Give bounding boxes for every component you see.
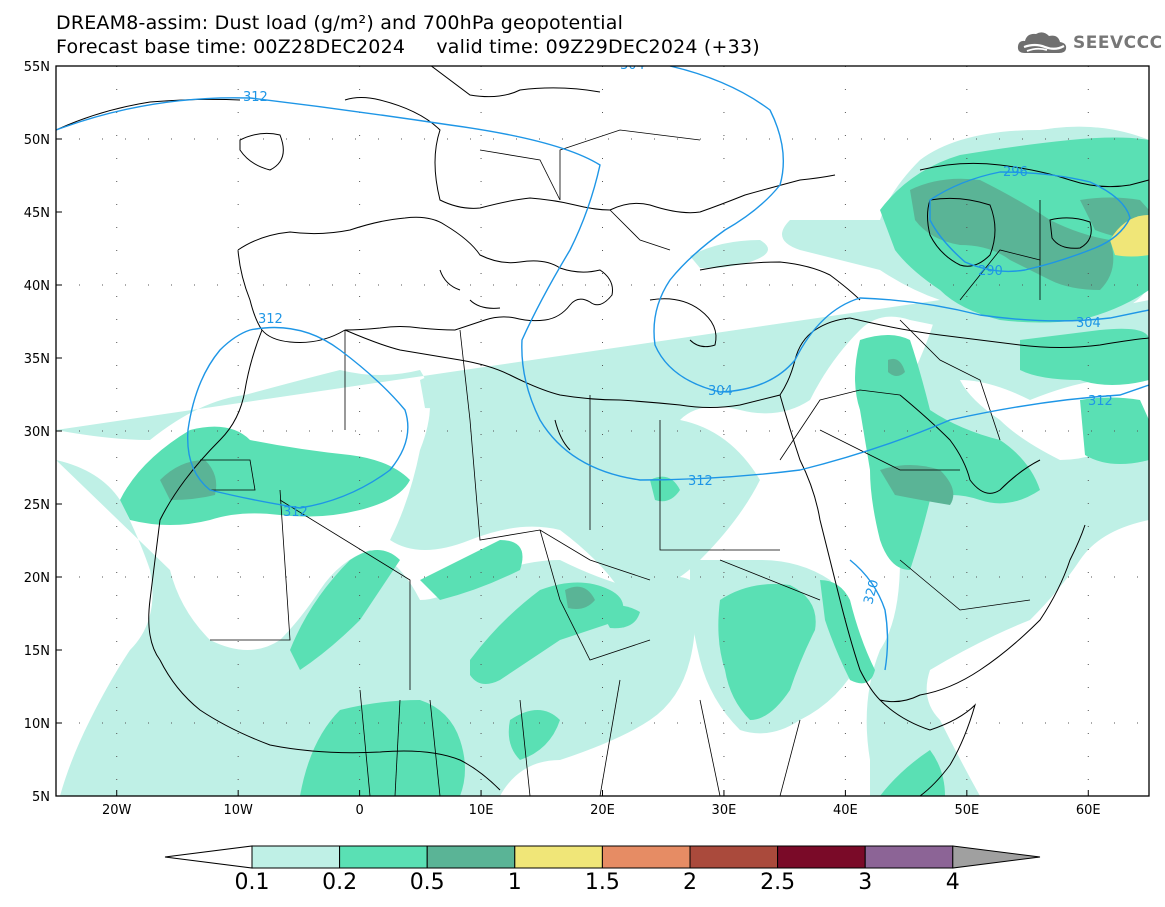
colorbar-label: 2 (683, 870, 697, 895)
lon-tick-label: 0 (355, 803, 363, 818)
lon-tick-label: 50E (954, 803, 979, 818)
country-borders (200, 129, 1041, 796)
lat-tick-label: 55N (24, 60, 50, 75)
colorbar-segment (426, 845, 516, 869)
colorbar-segment (601, 845, 691, 869)
contour-label: 304 (620, 58, 645, 73)
colorbar-segment (777, 845, 866, 869)
colorbar (164, 845, 1041, 869)
colorbar-label: 1 (507, 870, 522, 895)
lon-tick-label: 20E (590, 803, 615, 818)
colorbar-segment (689, 845, 779, 869)
colorbar-under-arrow (164, 845, 253, 869)
contour-label: 312 (243, 90, 268, 105)
map-title: DREAM8-assim: Dust load (g/m²) and 700hP… (56, 12, 624, 34)
colorbar-segment (864, 845, 954, 869)
lat-tick-label: 20N (24, 571, 50, 586)
colorbar-segment (339, 845, 428, 869)
colorbar-label: 3 (858, 870, 873, 895)
colorbar-label: 2.5 (760, 870, 796, 895)
lat-tick-label: 10N (24, 717, 50, 732)
colorbar-segment (514, 845, 603, 869)
lat-tick-label: 40N (24, 279, 50, 294)
latitude-labels: 55N 50N 45N 40N 35N 30N 25N 20N 15N 10N 5N (24, 60, 50, 805)
contour-label: 312 (688, 474, 713, 489)
lon-tick-label: 10W (223, 803, 253, 818)
lon-tick-label: 40E (833, 803, 858, 818)
contour-labels: 312 312 312 312 304 296 290 304 312 320 … (243, 58, 1113, 606)
map-frame: 312 312 312 312 304 296 290 304 312 320 … (24, 58, 1150, 818)
dust-field-max (1110, 215, 1149, 257)
colorbar-segment (251, 845, 341, 869)
lat-tick-label: 15N (24, 644, 50, 659)
contour-label: 320 (861, 578, 882, 606)
colorbar-label: 0.5 (409, 870, 445, 895)
lon-tick-label: 30E (712, 803, 737, 818)
lon-tick-label: 10E (469, 803, 494, 818)
colorbar-over-arrow (952, 845, 1041, 869)
colorbar-label: 1.5 (584, 870, 620, 895)
lon-tick-label: 60E (1076, 803, 1101, 818)
contour-label: 296 (1003, 165, 1028, 180)
lat-tick-label: 5N (32, 790, 50, 805)
lon-tick-label: 20W (102, 803, 132, 818)
colorbar-label: 0.2 (322, 870, 358, 895)
lat-tick-label: 30N (24, 425, 50, 440)
contour-label: 290 (978, 264, 1003, 279)
geopotential-contours (56, 66, 1149, 671)
logo-text: SEEVCCC (1073, 33, 1163, 53)
contour-label: 312 (258, 312, 283, 327)
contour-label: 304 (708, 384, 733, 399)
logo: SEEVCCC (1015, 28, 1163, 58)
dust-field-dark (160, 178, 1149, 609)
longitude-labels: 20W 10W 0 10E 20E 30E 40E 50E 60E (102, 803, 1101, 818)
lat-tick-label: 35N (24, 352, 50, 367)
lat-tick-label: 45N (24, 206, 50, 221)
colorbar-label: 4 (945, 870, 960, 895)
contour-label: 312 (283, 505, 308, 520)
lat-tick-label: 25N (24, 498, 50, 513)
lat-tick-label: 50N (24, 133, 50, 148)
cloud-icon (1017, 32, 1067, 53)
contour-label: 304 (1076, 316, 1101, 331)
forecast-time: Forecast base time: 00Z28DEC2024 valid t… (56, 36, 760, 58)
contour-label: 312 (1088, 394, 1113, 409)
colorbar-label: 0.1 (234, 870, 270, 895)
